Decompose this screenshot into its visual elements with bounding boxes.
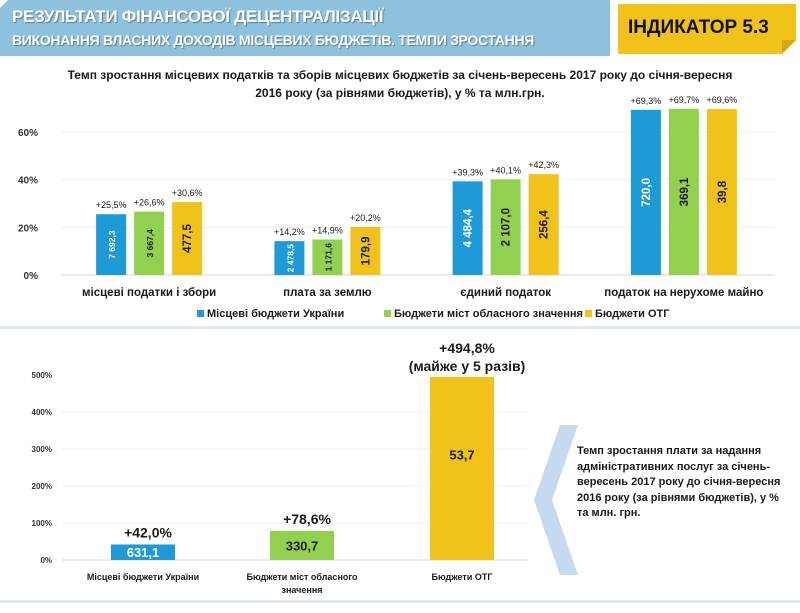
chart-1-bar (452, 181, 483, 275)
chart-1-x-axis: місцеві податки і збори плата за землю єди… (82, 287, 763, 299)
chart-1-bar (668, 108, 699, 275)
legend-swatch (585, 310, 592, 317)
chart-2-x-tick-label: Місцеві бюджети України (87, 572, 199, 582)
legend-swatch (197, 310, 204, 317)
chart-1-bar-value-label: 369,1 (679, 177, 691, 206)
legend-label: Бюджети ОТГ (595, 308, 670, 320)
chart-1-bar-percent-label: +42,3% (528, 160, 559, 170)
chart-1-bar-percent-label: +69,7% (668, 95, 699, 105)
chart-1-bar-percent-label: +25,5% (96, 200, 127, 210)
chart-2-bar-percent-label: +42,0% (124, 524, 172, 540)
chart-1-bar (96, 214, 127, 275)
section-divider (0, 326, 800, 329)
chart-2-bar (111, 544, 175, 560)
chart-2-bar-value-label: 53,7 (449, 447, 474, 462)
chart-1-x-tick-label: податок на нерухоме майно (604, 287, 763, 299)
chart-1-bar-percent-label: +26,6% (134, 198, 165, 208)
chevron-left-icon (534, 425, 578, 575)
chart-1-bar (172, 202, 203, 275)
chart-1-bar-percent-label: +69,6% (706, 95, 737, 105)
chart-1-x-tick-label: єдиний податок (460, 287, 551, 299)
indicator-label: ІНДИКАТОР 5.3 (628, 17, 769, 38)
chart-1-y-tick-label: 60% (18, 128, 38, 139)
header-subtitle: ВИКОНАННЯ ВЛАСНИХ ДОХОДІВ МІСЦЕВИХ БЮДЖЕ… (12, 32, 535, 48)
chart-2-y-tick-label: 0% (40, 556, 52, 565)
chart-1-bar (490, 179, 521, 275)
chart-1-bar-percent-label: +14,9% (312, 225, 343, 235)
chart-1-bar (274, 241, 305, 275)
chart-1-bar-percent-label: +14,2% (274, 227, 305, 237)
chart-1-title: Темп зростання місцевих податків та збор… (67, 68, 733, 100)
chart-1-bar (312, 239, 343, 275)
chart-1-bar-percent-label: +40,1% (490, 165, 521, 175)
chart-2-y-tick-label: 500% (32, 371, 52, 380)
legend-label: Бюджети міст обласного значення (394, 308, 583, 320)
chart-2-x-tick-label: значення (281, 585, 322, 595)
chart-1-y-axis: 0% 20% 40% 60% (18, 128, 38, 282)
chart-1-y-tick-label: 20% (18, 223, 38, 234)
chart-2-x-tick-label: Бюджети ОТГ (432, 572, 493, 582)
chart-2-y-tick-label: 400% (32, 408, 52, 417)
indicator-badge: ІНДИКАТОР 5.3 (618, 4, 796, 54)
chart-2-bars: 631,1 +42,0% 330,7 +78,6% 53,7 +494,8% (майже … (111, 340, 525, 560)
chart-1-y-tick-label: 40% (18, 176, 38, 187)
bottom-divider (0, 600, 800, 603)
chart-1-bar (528, 174, 559, 275)
chart-1-bar-value-label: 256,4 (539, 210, 551, 239)
chart-2-bar-percent-label: +78,6% (283, 511, 331, 527)
chart-2-y-tick-label: 300% (32, 445, 52, 454)
chart-2-bar-value-label: 631,1 (127, 545, 160, 560)
chart-1-bar-value-label: 477,5 (182, 224, 194, 253)
chart-2-bar (430, 376, 494, 560)
header-banner: РЕЗУЛЬТАТИ ФІНАНСОВОЇ ДЕЦЕНТРАЛІЗАЦІЇ ВИ… (0, 0, 610, 56)
header-corner-decoration (0, 0, 8, 8)
chart-1-bar (630, 109, 661, 276)
chart-1-bar-value-label: 39,8 (717, 180, 729, 203)
chart-2-bar-annotation: (майже у 5 разів) (409, 358, 526, 374)
chart-2-bar-value-label: 330,7 (286, 538, 319, 553)
chart-2-note: Темп зростання плати за надання адмініст… (577, 445, 781, 519)
chart-1-bar-percent-label: +30,6% (172, 188, 203, 198)
legend-label: Місцеві бюджети України (207, 308, 344, 320)
chart-1-bar-value-label: 2 107,0 (501, 208, 513, 246)
chart-2-bar-percent-label: +494,8% (439, 340, 495, 356)
chart-2-y-tick-label: 200% (32, 482, 52, 491)
chart-1-bar-percent-label: +39,3% (452, 167, 483, 177)
header-title: РЕЗУЛЬТАТИ ФІНАНСОВОЇ ДЕЦЕНТРАЛІЗАЦІЇ (12, 7, 384, 26)
legend-swatch (384, 310, 391, 317)
chart-1-bar-value-label: 1 171,6 (323, 243, 333, 272)
chart-2-bar (270, 530, 334, 560)
chart-1-bar-value-label: 2 478,5 (285, 244, 295, 273)
chart-2-x-tick-label: Бюджети міст обласного (246, 572, 358, 582)
chart-1: 0% 20% 40% 60% +25,5% 7 692,3 +26,6% 3 667,4 +3… (18, 95, 775, 320)
chart-1-bar-value-label: 3 667,4 (145, 229, 155, 258)
chart-1-bar (134, 211, 165, 275)
chart-1-legend: Місцеві бюджети України Бюджети міст обла… (197, 308, 670, 320)
chart-2-y-tick-label: 100% (32, 519, 52, 528)
chart-1-bar (350, 226, 381, 275)
chart-2-y-axis: 0% 100% 200% 300% 400% 500% (32, 371, 52, 565)
chart-1-bars: +25,5% 7 692,3 +26,6% 3 667,4 +30,6% 477,5 +14… (96, 95, 737, 276)
chart-1-bar-value-label: 720,0 (641, 178, 653, 207)
chart-1-bar-percent-label: +69,3% (630, 96, 661, 106)
chart-1-bar-value-label: 4 484,4 (463, 208, 475, 247)
chart-1-bar-value-label: 179,9 (360, 237, 372, 266)
chart-2-x-axis: Місцеві бюджети України Бюджети міст обла… (87, 572, 493, 595)
chart-1-y-tick-label: 0% (24, 271, 39, 282)
chart-1-bar-value-label: 7 692,3 (107, 230, 117, 259)
chart-1-x-tick-label: місцеві податки і збори (82, 287, 216, 299)
chart-1-bar-percent-label: +20,2% (350, 213, 381, 223)
chart-1-x-tick-label: плата за землю (283, 287, 372, 299)
chart-1-bar (706, 109, 737, 276)
indicator-fold-shadow (782, 40, 796, 54)
